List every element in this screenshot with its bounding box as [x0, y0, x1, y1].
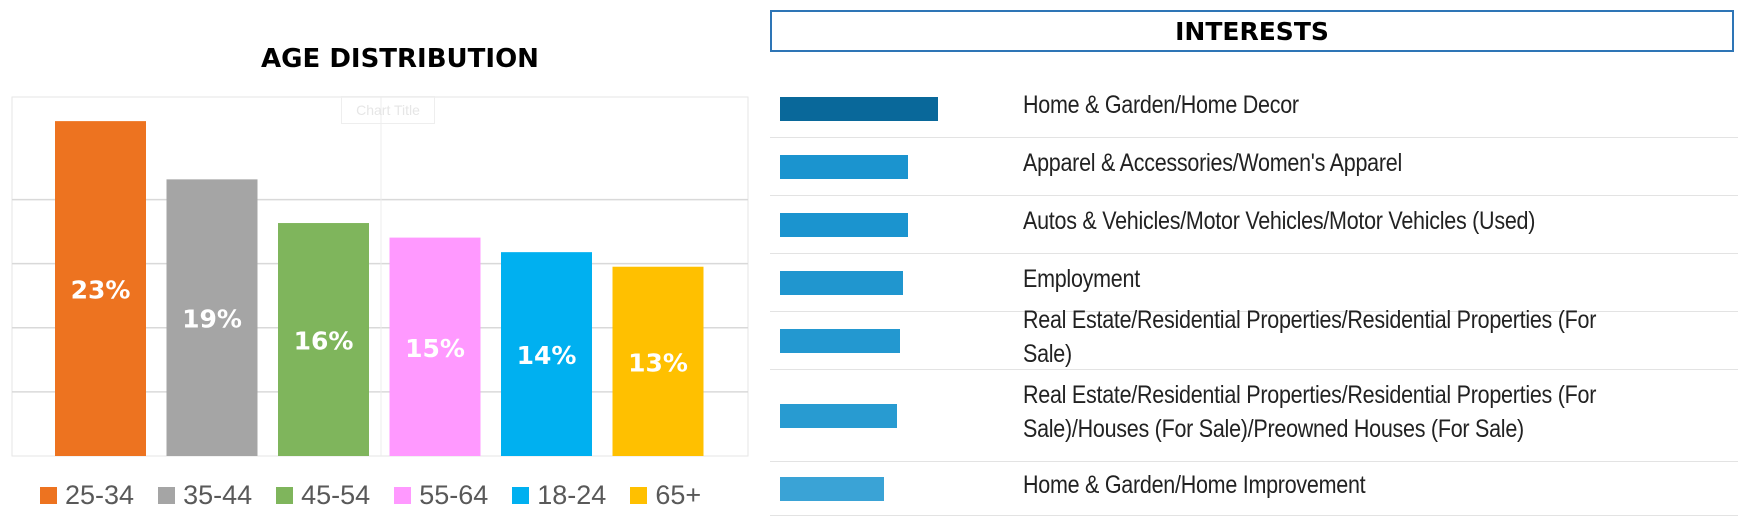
age-distribution-panel: AGE DISTRIBUTION 23% 19% 16% 15% 14% 13% Char…: [0, 0, 760, 516]
interest-row: Employment: [770, 254, 1738, 312]
interest-label: Real Estate/Residential Properties/Resid…: [1023, 306, 1597, 368]
interest-row: Autos & Vehicles/Motor Vehicles/Motor Ve…: [770, 196, 1738, 254]
interest-bar: [780, 404, 897, 428]
bar-18-24: [501, 252, 592, 456]
interest-bar: [780, 155, 908, 179]
data-label-45-54: 16%: [294, 327, 354, 356]
legend-item-35-44: 35-44: [158, 480, 252, 511]
legend-swatch: [394, 487, 412, 504]
legend-item-45-54: 45-54: [276, 480, 370, 511]
legend-swatch: [158, 487, 176, 504]
legend-label: 65+: [655, 480, 702, 510]
age-legend: 25-34 35-44 45-54 55-64 18-24 65+: [40, 480, 760, 511]
interest-bar: [780, 329, 901, 353]
interest-label: Home & Garden/Home Improvement: [1023, 471, 1366, 499]
legend-swatch: [630, 487, 648, 504]
interest-label: Employment: [1023, 265, 1140, 293]
interests-title: INTERESTS: [1175, 16, 1329, 46]
data-label-25-34: 23%: [71, 276, 131, 305]
interests-panel: INTERESTS Home & Garden/Home Decor Appare…: [770, 0, 1738, 516]
legend-swatch: [512, 487, 530, 504]
data-label-18-24: 14%: [517, 341, 577, 370]
bar-45-54: [278, 223, 369, 456]
interest-label: Real Estate/Residential Properties/Resid…: [1023, 381, 1597, 443]
interest-bar: [780, 97, 938, 121]
bar-55-64: [389, 237, 481, 456]
legend-label: 45-54: [301, 480, 371, 510]
interest-row: Real Estate/Residential Properties/Resid…: [770, 306, 1738, 370]
legend-item-65+: 65+: [630, 480, 701, 511]
interest-label: Apparel & Accessories/Women's Apparel: [1023, 149, 1402, 177]
interest-row: Home & Garden/Home Decor: [770, 80, 1738, 138]
bar-65+: [612, 266, 704, 456]
interest-bar: [780, 213, 908, 237]
legend-item-18-24: 18-24: [512, 480, 606, 511]
legend-item-55-64: 55-64: [394, 480, 488, 511]
legend-label: 18-24: [537, 480, 607, 510]
data-label-35-44: 19%: [182, 305, 242, 334]
bar-35-44: [166, 179, 258, 457]
plot-area: [11, 96, 749, 457]
age-chart-title: AGE DISTRIBUTION: [261, 44, 539, 74]
interest-bar: [780, 271, 904, 295]
legend-label: 55-64: [419, 480, 489, 510]
legend-label: 25-34: [65, 480, 135, 510]
interest-row: Home & Garden/Home Improvement: [770, 462, 1738, 516]
interest-label: Autos & Vehicles/Motor Vehicles/Motor Ve…: [1023, 207, 1536, 235]
bar-25-34: [55, 121, 146, 457]
interest-row: Apparel & Accessories/Women's Apparel: [770, 138, 1738, 196]
age-bar-chart: 23% 19% 16% 15% 14% 13%: [11, 96, 749, 457]
interest-bar: [780, 477, 885, 501]
interest-label: Home & Garden/Home Decor: [1023, 91, 1299, 119]
data-label-55-64: 15%: [405, 334, 465, 363]
legend-swatch: [276, 487, 294, 504]
chart-title-placeholder: Chart Title: [341, 96, 435, 124]
legend-label: 35-44: [183, 480, 253, 510]
legend-item-25-34: 25-34: [40, 480, 134, 511]
data-label-65+: 13%: [628, 348, 688, 377]
interests-header: INTERESTS: [770, 10, 1734, 52]
interest-row: Real Estate/Residential Properties/Resid…: [770, 370, 1738, 462]
legend-swatch: [40, 487, 57, 504]
